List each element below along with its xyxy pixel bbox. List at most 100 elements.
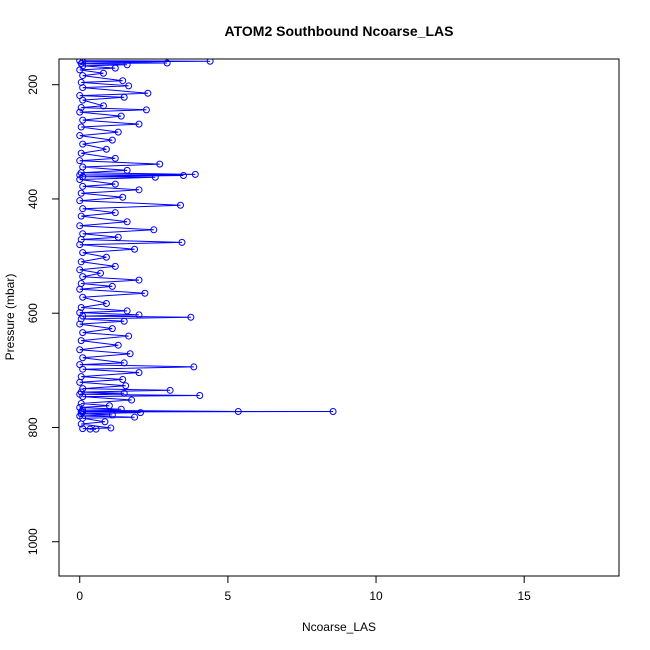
- data-point: [119, 193, 127, 201]
- data-point: [76, 266, 84, 274]
- data-point: [234, 407, 242, 415]
- data-point: [102, 253, 110, 261]
- data-point: [108, 325, 116, 333]
- data-point: [117, 405, 125, 413]
- data-point: [135, 186, 143, 194]
- data-point: [111, 262, 119, 270]
- data-point: [76, 346, 84, 354]
- data-point: [102, 300, 110, 308]
- data-point: [111, 154, 119, 162]
- data-point: [135, 120, 143, 128]
- y-tick-label: 200: [26, 74, 40, 94]
- data-point: [107, 424, 115, 432]
- x-tick-label: 5: [225, 589, 232, 603]
- data-point: [79, 116, 87, 124]
- data-point: [123, 218, 131, 226]
- data-point: [135, 311, 143, 319]
- data-point: [108, 282, 116, 290]
- data-point: [329, 407, 337, 415]
- data-point: [77, 337, 85, 345]
- data-point: [77, 78, 85, 86]
- data-point: [206, 59, 214, 65]
- y-tick-label: 600: [26, 303, 40, 323]
- data-point: [123, 61, 131, 69]
- data-point: [77, 399, 85, 407]
- data-point: [142, 106, 150, 114]
- data-point: [191, 170, 199, 178]
- series-clip-group: [76, 59, 337, 433]
- data-point: [76, 378, 84, 386]
- data-point: [111, 180, 119, 188]
- data-point: [120, 359, 128, 367]
- x-tick-label: 0: [76, 589, 83, 603]
- data-point: [123, 307, 131, 315]
- y-tick-label: 800: [26, 417, 40, 437]
- data-point: [79, 393, 87, 401]
- data-point: [144, 89, 152, 97]
- data-point: [79, 425, 87, 433]
- data-point: [135, 276, 143, 284]
- data-point: [123, 166, 131, 174]
- data-point: [150, 226, 158, 234]
- y-tick-label: 1000: [26, 528, 40, 555]
- data-point: [77, 123, 85, 131]
- data-point: [79, 329, 87, 337]
- data-point: [79, 365, 87, 373]
- data-point: [99, 69, 107, 77]
- data-point: [86, 425, 94, 433]
- data-point: [99, 102, 107, 110]
- data-point: [77, 149, 85, 157]
- y-axis-label: Pressure (mbar): [3, 274, 17, 361]
- data-point: [178, 238, 186, 246]
- data-point: [76, 176, 84, 184]
- data-point: [101, 418, 109, 426]
- data-point: [163, 59, 171, 67]
- data-point: [111, 64, 119, 72]
- data-point: [77, 258, 85, 266]
- y-tick-label: 400: [26, 189, 40, 209]
- data-point: [114, 341, 122, 349]
- data-point: [79, 293, 87, 301]
- x-axis-label: Ncoarse_LAS: [302, 620, 376, 634]
- data-point: [117, 112, 125, 120]
- data-point: [79, 59, 87, 66]
- data-point: [131, 413, 139, 421]
- data-point: [102, 145, 110, 153]
- data-point: [79, 140, 87, 148]
- data-point: [176, 201, 184, 209]
- data-point: [131, 245, 139, 253]
- data-point: [76, 132, 84, 140]
- data-point: [76, 157, 84, 165]
- data-point: [76, 197, 84, 205]
- data-point: [141, 289, 149, 297]
- data-point: [119, 375, 127, 383]
- data-point: [77, 420, 85, 428]
- data-point: [108, 136, 116, 144]
- data-point: [179, 172, 187, 180]
- data-point: [105, 402, 113, 410]
- data-point: [76, 241, 84, 249]
- data-point: [77, 189, 85, 197]
- data-point: [111, 209, 119, 217]
- data-point: [77, 315, 85, 323]
- y-axis: 200 400 600 800 1000: [26, 74, 60, 555]
- series-line: [79, 60, 334, 430]
- data-point: [196, 391, 204, 399]
- data-point: [79, 249, 87, 257]
- data-point: [79, 72, 87, 80]
- data-point: [79, 385, 87, 393]
- data-point: [187, 313, 195, 321]
- data-point: [79, 96, 87, 104]
- data-point: [122, 382, 130, 390]
- data-point: [156, 160, 164, 168]
- data-point: [76, 320, 84, 328]
- data-point: [79, 273, 87, 281]
- x-tick-label: 10: [369, 589, 383, 603]
- data-point: [135, 369, 143, 377]
- data-point: [76, 108, 84, 116]
- data-point: [77, 104, 85, 112]
- data-point: [136, 409, 144, 417]
- data-point: [79, 205, 87, 213]
- data-point: [108, 411, 116, 419]
